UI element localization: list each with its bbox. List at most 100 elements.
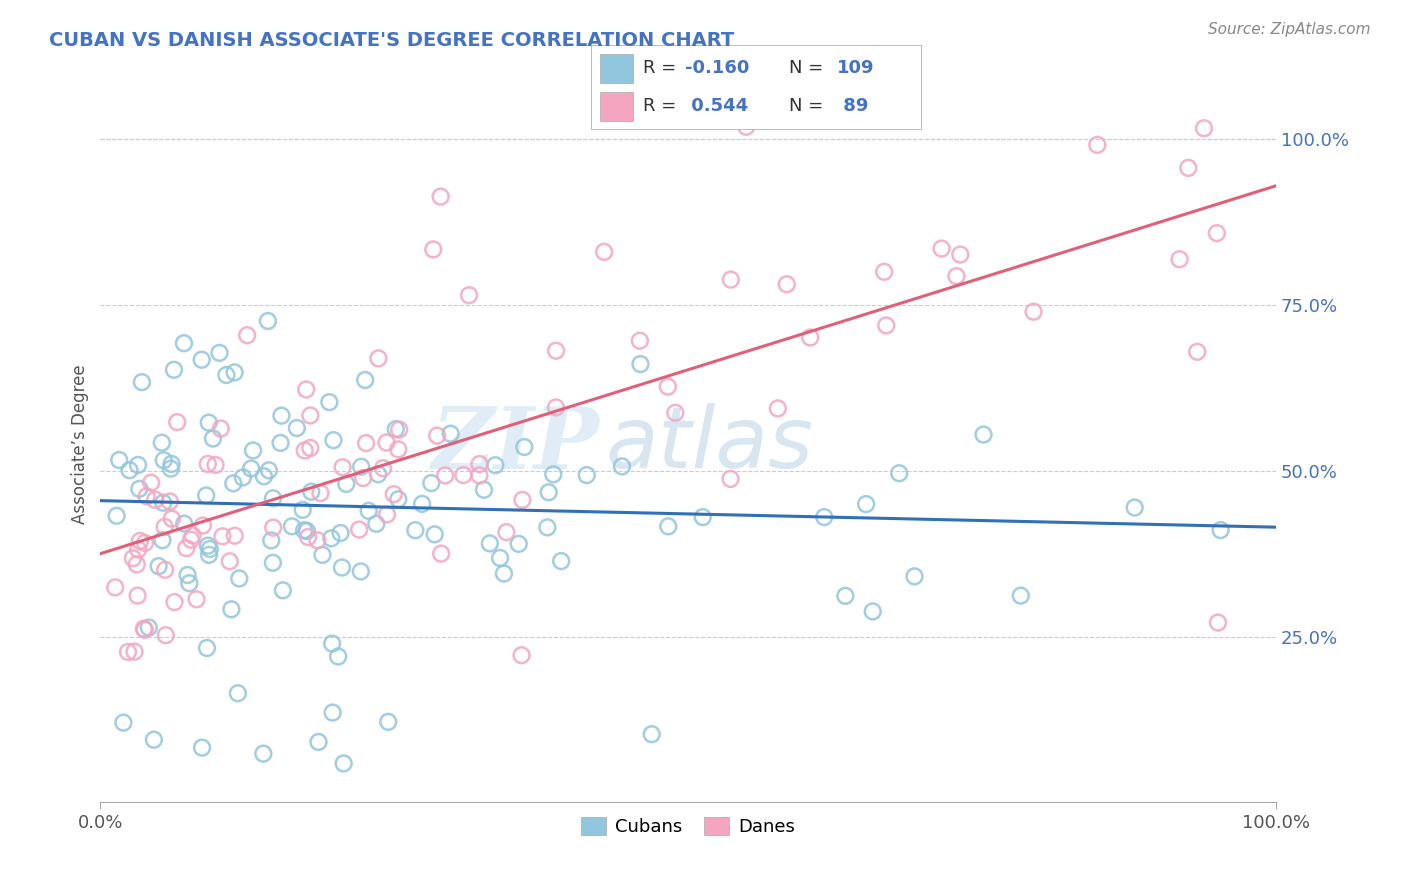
Point [931,242,953,256]
Point [262,556,284,570]
Point [388,423,411,437]
Point [657,379,679,393]
Point [299,441,322,455]
Point [127,458,149,472]
Point [139,475,162,490]
Point [252,747,274,761]
Point [630,357,652,371]
Point [508,537,530,551]
Point [155,628,177,642]
Point [873,265,896,279]
Point [321,532,343,546]
Point [544,343,567,358]
Point [468,457,491,471]
Point [420,476,443,491]
Text: Source: ZipAtlas.com: Source: ZipAtlas.com [1208,22,1371,37]
Point [163,363,186,377]
Point [328,649,350,664]
Point [127,589,149,603]
Point [332,460,354,475]
Point [404,523,426,537]
Point [720,472,742,486]
Point [330,560,353,574]
Point [125,558,148,572]
Point [492,566,515,581]
Point [472,483,495,497]
Text: R =: R = [644,60,682,78]
Point [260,533,283,548]
Point [430,547,453,561]
Point [575,468,598,483]
Bar [600,92,634,120]
Point [949,247,972,261]
Point [117,645,139,659]
Point [257,314,280,328]
Point [132,622,155,636]
Point [350,565,373,579]
Y-axis label: Associate’s Degree: Associate’s Degree [72,365,89,524]
Point [215,368,238,382]
Point [153,520,176,534]
Point [628,334,651,348]
Point [299,484,322,499]
Point [134,623,156,637]
Point [321,636,343,650]
Point [544,401,567,415]
Point [377,714,399,729]
Text: atlas: atlas [606,403,814,486]
Text: 109: 109 [837,60,875,78]
Point [1206,615,1229,630]
Point [512,492,534,507]
Point [131,375,153,389]
Point [855,497,877,511]
Point [224,529,246,543]
Point [972,427,994,442]
Point [224,365,246,379]
Text: N =: N = [789,60,828,78]
Point [308,735,330,749]
Point [180,533,202,547]
Point [367,467,389,482]
Point [148,559,170,574]
Point [307,533,329,548]
Point [357,504,380,518]
Point [297,530,319,544]
Point [387,442,409,457]
Point [1192,121,1215,136]
Point [1085,137,1108,152]
Point [195,488,218,502]
Point [387,492,409,507]
Point [166,415,188,429]
Text: N =: N = [789,97,828,115]
Point [426,428,449,442]
Point [127,542,149,557]
Text: 0.544: 0.544 [685,97,748,115]
Point [1123,500,1146,515]
Point [128,482,150,496]
Point [197,457,219,471]
Point [537,485,560,500]
Point [191,740,214,755]
Point [799,330,821,344]
Point [285,421,308,435]
Point [150,435,173,450]
Point [434,468,457,483]
Point [1022,304,1045,318]
Point [309,486,332,500]
Point [270,409,292,423]
Point [366,516,388,531]
Point [232,470,254,484]
Point [332,756,354,771]
Point [270,436,292,450]
Point [198,548,221,562]
Point [478,536,501,550]
Text: R =: R = [644,97,682,115]
Point [834,589,856,603]
Point [484,458,506,473]
Point [692,510,714,524]
Point [945,269,967,284]
Point [242,443,264,458]
Point [776,277,799,292]
Point [423,527,446,541]
Point [875,318,897,333]
